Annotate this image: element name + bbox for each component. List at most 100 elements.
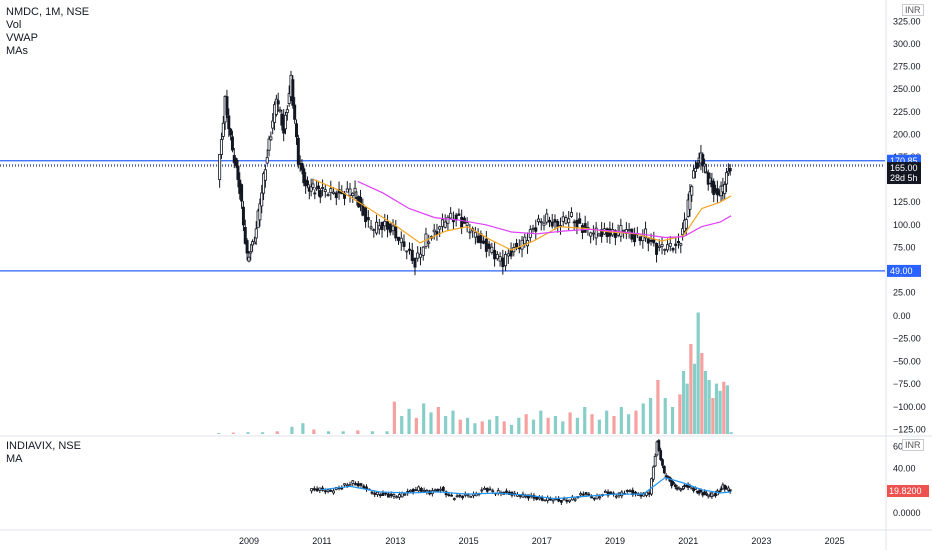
price-candle-body [692,170,696,179]
price-candle-body [353,187,357,193]
price-candle-body [366,217,370,221]
price-candle-body [388,223,392,233]
unit-badge-main[interactable]: INR [902,4,924,16]
price-candle-body [293,104,297,120]
price-candle-body [234,158,238,167]
price-candle-body [386,221,390,230]
price-candle-body [369,226,373,229]
volume-bar [436,407,440,434]
vix-candle-body [559,499,563,503]
volume-bar [670,407,675,434]
vix-candle-body [447,494,451,497]
vix-candle-body [719,488,723,491]
price-candle-body [663,248,667,251]
price-candle-body [432,229,436,233]
legend-symbol[interactable]: NMDC, 1M, NSE [6,6,90,18]
price-candle-body [613,230,617,238]
vix-candle-body [329,489,333,492]
price-candle-body [539,221,543,224]
vix-candle-body [726,487,730,491]
price-candle-body [383,220,387,227]
volume-bar [312,429,316,434]
vix-candle-body [653,455,657,467]
volume-bar [400,416,404,434]
legend-vix-symbol[interactable]: INDIAVIX, NSE [6,440,81,452]
volume-bar [480,421,484,434]
price-candle-body [547,219,551,223]
price-candle-body [504,254,508,267]
volume-bar [466,417,470,434]
volume-bar [261,432,265,434]
vix-candle-body [590,496,593,499]
vix-candle-body [661,459,664,466]
legend-vwap[interactable]: VWAP [6,32,38,44]
vix-candle-body [373,492,377,495]
price-candle-body [655,242,659,255]
vix-candle-body [422,489,426,492]
vix-candle-body [362,485,366,489]
price-candle-body [380,221,384,231]
volume-bar [546,417,550,434]
legend-vix-ma[interactable]: MA [6,453,23,465]
vix-candle-body [452,498,456,501]
volume-bar [718,390,722,434]
vix-candle-body [532,495,536,499]
volume-bar [301,423,305,434]
price-candle-body [726,170,730,174]
price-candle-body [553,219,557,223]
price-candle-body [221,122,225,137]
price-candle-body [311,183,315,188]
price-candle-body [644,228,648,239]
vix-candle-body [538,497,541,500]
price-candle-body [267,138,271,151]
vix-candle-body [609,491,613,495]
volume-bar [429,412,433,434]
price-candle-body [323,189,327,192]
vix-candle-body [444,491,448,496]
vix-candle-body [625,490,629,492]
vix-candle-body [469,495,473,498]
price-candle-body [334,192,338,199]
price-candle-body [285,109,289,113]
price-candle-body [550,221,554,227]
price-axis-tick-label: 25.00 [893,288,916,298]
price-candle-body [704,171,708,174]
price-candle-body [265,157,269,164]
vix-candle-body [639,494,643,497]
price-candle-body [591,232,595,235]
vix-candle-body [480,489,484,492]
volume-bar [612,416,616,434]
price-candle-body [294,123,298,138]
volume-axis-tick-label: −125.00 [893,425,926,435]
price-badge-label: 170.85 [890,156,918,166]
price-candle-body [399,237,403,244]
volume-bar [649,398,653,434]
vix-candle-body [461,495,464,499]
legend-volume[interactable]: Vol [6,19,22,31]
volume-axis-tick-label: 0.00 [893,311,911,321]
vix-candle-body [392,494,396,497]
price-candle-body [561,216,565,222]
price-candle-body [671,247,675,251]
ma-long-line [357,180,732,239]
vix-candle-body [505,490,508,493]
vix-candle-body [598,496,602,499]
price-badge-label: 28d 5h [890,173,918,183]
legend-mas[interactable]: MAs [6,45,28,57]
vix-candle-body [717,490,721,493]
vix-candle-body [485,487,489,492]
price-candle-body [274,98,278,115]
price-candle-body [258,203,262,221]
price-candle-body [446,216,450,224]
unit-badge-vix[interactable]: INR [902,439,924,451]
price-candle-body [537,218,541,223]
volume-bar [444,416,448,434]
volume-bar [700,353,704,434]
price-candle-body [564,217,568,224]
vix-candle-body [340,487,344,490]
volume-axis-tick-label: −100.00 [893,402,926,412]
price-candle-body [254,228,258,239]
vix-candle-body [699,489,703,493]
